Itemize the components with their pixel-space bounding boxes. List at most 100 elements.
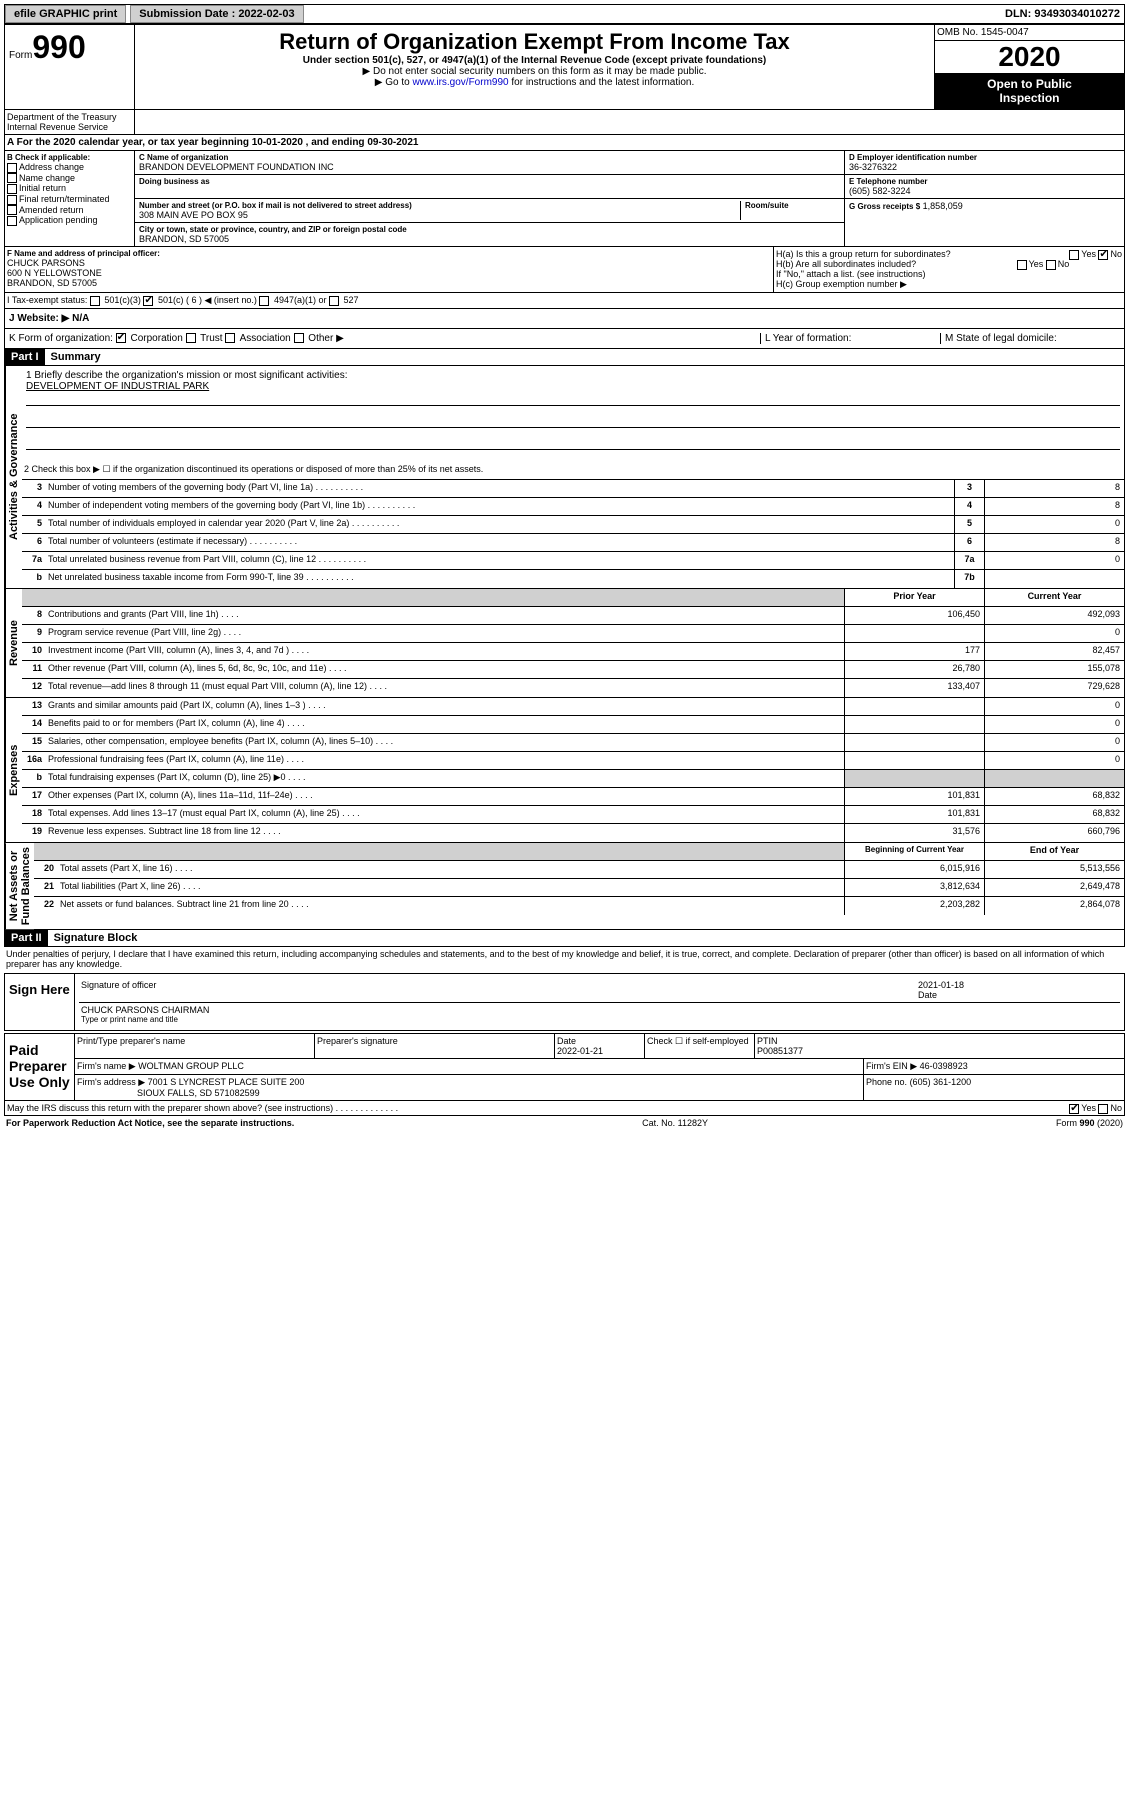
dept-row: Department of the Treasury Internal Reve… — [4, 110, 1125, 135]
l-year: L Year of formation: — [760, 333, 940, 344]
row-val: 8 — [984, 534, 1124, 551]
row-val: 8 — [984, 480, 1124, 497]
sig-date-label: Date — [918, 990, 937, 1000]
firm-name: WOLTMAN GROUP PLLC — [138, 1061, 244, 1071]
type-name-label: Type or print name and title — [81, 1015, 1118, 1024]
f-addr2: BRANDON, SD 57005 — [7, 278, 771, 288]
ein-value: 36-3276322 — [849, 162, 1120, 172]
trust-label: Trust — [200, 333, 222, 344]
row-box: 7a — [954, 552, 984, 569]
row-val: 0 — [984, 552, 1124, 569]
irs-link[interactable]: www.irs.gov/Form990 — [412, 77, 508, 88]
footer-left: For Paperwork Reduction Act Notice, see … — [6, 1118, 294, 1128]
row-prior — [844, 698, 984, 715]
row-box: 6 — [954, 534, 984, 551]
row-prior: 101,831 — [844, 806, 984, 823]
chk-501c[interactable] — [143, 296, 153, 306]
chk-initial[interactable]: Initial return — [7, 183, 132, 194]
row-text: Other expenses (Part IX, column (A), lin… — [46, 788, 844, 805]
phone-value: (605) 361-1200 — [910, 1077, 972, 1087]
l2-text: 2 Check this box ▶ ☐ if the organization… — [22, 462, 1124, 479]
row-num: 11 — [22, 661, 46, 678]
firm-ein-cell: Firm's EIN ▶ 46-0398923 — [864, 1059, 1124, 1074]
l1-label: 1 Briefly describe the organization's mi… — [26, 370, 1120, 381]
row-text: Benefits paid to or for members (Part IX… — [46, 716, 844, 733]
k-label: K Form of organization: — [9, 333, 113, 344]
addr-label: Number and street (or P.O. box if mail i… — [139, 201, 740, 210]
chk-other[interactable] — [294, 333, 304, 343]
gov-row: 7a Total unrelated business revenue from… — [22, 552, 1124, 570]
discuss-yes-chk[interactable] — [1069, 1104, 1079, 1114]
addr-cell: Number and street (or P.O. box if mail i… — [135, 199, 844, 223]
row-num: 6 — [22, 534, 46, 551]
row-num: 17 — [22, 788, 46, 805]
net-hdr-text — [58, 843, 844, 860]
right-cell: OMB No. 1545-0047 2020 Open to Public In… — [934, 25, 1124, 109]
i-label: I Tax-exempt status: — [7, 295, 87, 305]
b-label: B Check if applicable: — [7, 153, 132, 162]
inspection-line1: Open to Public — [987, 77, 1072, 91]
prep-sig-label: Preparer's signature — [315, 1034, 555, 1058]
chk-corp[interactable] — [116, 333, 126, 343]
gov-row: 3 Number of voting members of the govern… — [22, 480, 1124, 498]
net-section: Net Assets or Fund Balances Beginning of… — [4, 843, 1125, 930]
formorg-row: K Form of organization: Corporation Trus… — [4, 329, 1125, 349]
exp-body: 13 Grants and similar amounts paid (Part… — [22, 698, 1124, 842]
row-val: 0 — [984, 516, 1124, 533]
row-curr: 155,078 — [984, 661, 1124, 678]
net-hdr-beg: Beginning of Current Year — [844, 843, 984, 860]
chk-address[interactable]: Address change — [7, 162, 132, 173]
ha-yes[interactable]: Yes — [1081, 249, 1096, 259]
chk-final[interactable]: Final return/terminated — [7, 194, 132, 205]
row-prior — [844, 625, 984, 642]
m-state: M State of legal domicile: — [940, 333, 1120, 344]
ha-no[interactable]: No — [1110, 249, 1122, 259]
row-num: 14 — [22, 716, 46, 733]
chk-501c3[interactable] — [90, 296, 100, 306]
part1-title: Summary — [45, 349, 107, 365]
row-curr: 5,513,556 — [984, 861, 1124, 878]
hb-no[interactable]: No — [1058, 259, 1070, 269]
fin-row: 19 Revenue less expenses. Subtract line … — [22, 824, 1124, 842]
chk-4947[interactable] — [259, 296, 269, 306]
chk-pending-label: Application pending — [19, 215, 98, 225]
submission-date-button[interactable]: Submission Date : 2022-02-03 — [130, 5, 303, 23]
row-num: 8 — [22, 607, 46, 624]
row-num: 21 — [34, 879, 58, 896]
gross-value: 1,858,059 — [923, 201, 963, 211]
chk-amended-label: Amended return — [19, 205, 84, 215]
check-se[interactable]: Check ☐ if self-employed — [645, 1034, 755, 1058]
chk-527[interactable] — [329, 296, 339, 306]
rev-header-row: Prior Year Current Year — [22, 589, 1124, 607]
row-text: Total number of volunteers (estimate if … — [46, 534, 954, 551]
rev-hdr-text — [46, 589, 844, 606]
efile-button[interactable]: efile GRAPHIC print — [5, 5, 126, 23]
net-header-row: Beginning of Current Year End of Year — [34, 843, 1124, 861]
row-curr: 729,628 — [984, 679, 1124, 697]
row-curr: 0 — [984, 752, 1124, 769]
discuss-no-chk[interactable] — [1098, 1104, 1108, 1114]
row-text: Total fundraising expenses (Part IX, col… — [46, 770, 844, 787]
row-curr: 0 — [984, 734, 1124, 751]
subtitle: Under section 501(c), 527, or 4947(a)(1)… — [139, 55, 930, 66]
row-num: 12 — [22, 679, 46, 697]
hb-yes[interactable]: Yes — [1029, 259, 1044, 269]
topbar: efile GRAPHIC print Submission Date : 20… — [4, 4, 1125, 24]
l2-row: 2 Check this box ▶ ☐ if the organization… — [22, 462, 1124, 480]
chk-name[interactable]: Name change — [7, 173, 132, 184]
sig-date-val: 2021-01-18 — [918, 980, 1118, 990]
ha-label: H(a) Is this a group return for subordin… — [776, 249, 951, 259]
ptin-label: PTIN — [757, 1036, 778, 1046]
net-hdr-end: End of Year — [984, 843, 1124, 860]
row-box: 4 — [954, 498, 984, 515]
501c-label: 501(c) ( 6 ) ◀ (insert no.) — [158, 295, 257, 305]
chk-amended[interactable]: Amended return — [7, 205, 132, 216]
chk-trust[interactable] — [186, 333, 196, 343]
row-prior — [844, 770, 984, 787]
fin-row: 16a Professional fundraising fees (Part … — [22, 752, 1124, 770]
section-bcd: B Check if applicable: Address change Na… — [4, 151, 1125, 247]
chk-pending[interactable]: Application pending — [7, 215, 132, 226]
row-num: 18 — [22, 806, 46, 823]
chk-assoc[interactable] — [225, 333, 235, 343]
phone-label: Phone no. — [866, 1077, 907, 1087]
